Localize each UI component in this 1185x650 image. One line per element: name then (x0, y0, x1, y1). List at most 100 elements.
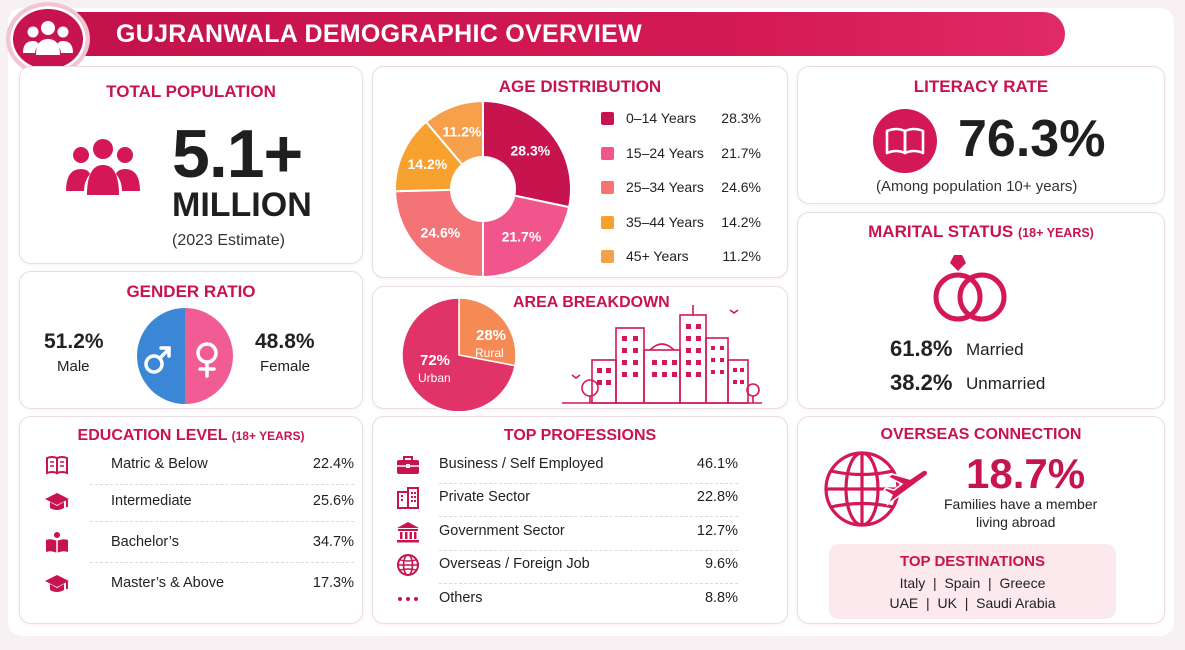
legend-label: 45+ Years (626, 248, 689, 264)
profession-row: Others 8.8% (395, 585, 738, 615)
legend-swatch (601, 181, 614, 194)
legend-swatch (601, 215, 614, 229)
age-slice-label: 21.7% (502, 228, 542, 244)
legend-value: 21.7% (721, 144, 761, 161)
legend-label: 35–44 Years (626, 213, 704, 230)
population-note: (2023 Estimate) (172, 232, 285, 249)
profession-value: 46.1% (696, 456, 738, 472)
urban-slice (401, 297, 516, 411)
destinations-line1: Italy | Spain | Greece (899, 575, 1046, 591)
rural-slice (458, 297, 517, 367)
top-destinations-box: TOP DESTINATIONS Italy | Spain | Greece … (829, 544, 1116, 619)
book-icon (873, 109, 937, 173)
gender-split-icon (137, 308, 233, 404)
profession-row: Government Sector 12.7% (395, 518, 738, 548)
row-divider (90, 521, 354, 522)
top-destinations-title: TOP DESTINATIONS (899, 553, 1046, 570)
age-distribution-title: AGE DISTRIBUTION (498, 77, 662, 96)
dots-icon (395, 587, 421, 611)
marital-status-card: MARITAL STATUS (18+ YEARS) 61.8% Married… (797, 212, 1165, 409)
education-value: 22.4% (312, 456, 354, 472)
city-skyline-icon (562, 305, 762, 404)
overseas-note-line2: living abroad (976, 514, 1056, 530)
female-value: 48.8% (255, 330, 315, 353)
education-row: Matric & Below 22.4% (44, 451, 354, 481)
age-slice-label: 24.6% (421, 225, 461, 241)
row-divider (90, 484, 354, 485)
rural-label: Rural (475, 346, 504, 360)
female-symbol-icon (196, 342, 218, 378)
profession-row: Overseas / Foreign Job 9.6% (395, 551, 738, 581)
profession-value: 8.8% (704, 590, 738, 606)
row-divider (439, 550, 738, 551)
education-label: Matric & Below (111, 456, 208, 472)
office-building-icon (395, 486, 421, 510)
legend-label: 25–34 Years (626, 179, 704, 195)
graduation-cap-icon (44, 572, 70, 596)
age-pie-chart: 28.3% 21.7% 24.6% 14.2% 11.2% (394, 99, 572, 279)
donut-hole (450, 156, 516, 222)
row-divider (439, 583, 738, 584)
education-row: Bachelor’s 34.7% (44, 529, 354, 559)
education-label: Master’s & Above (111, 575, 225, 591)
unmarried-value: 38.2% (890, 370, 953, 395)
total-population-title: TOTAL POPULATION (106, 82, 276, 101)
header-bar (40, 12, 1065, 56)
area-breakdown-title: AREA BREAKDOWN (513, 294, 670, 311)
profession-value: 22.8% (696, 489, 738, 505)
row-divider (90, 562, 354, 563)
male-symbol-icon (144, 346, 171, 374)
briefcase-icon (395, 453, 421, 477)
urban-label: Urban (418, 371, 451, 385)
row-divider (439, 516, 738, 517)
education-value: 17.3% (312, 575, 354, 591)
profession-value: 9.6% (704, 556, 738, 572)
age-slice-label: 11.2% (443, 124, 482, 140)
people-group-icon (66, 139, 140, 195)
education-label: Bachelor’s (111, 534, 179, 550)
married-label: Married (966, 340, 1024, 359)
profession-label: Overseas / Foreign Job (439, 556, 590, 572)
gender-ratio-title: GENDER RATIO (126, 282, 256, 301)
total-population-card: TOTAL POPULATION 5.1+ MILLION (2023 Esti… (19, 66, 363, 264)
age-legend-item: 45+ Years 11.2% (601, 246, 761, 268)
legend-value: 28.3% (721, 110, 761, 126)
top-professions-card: TOP PROFESSIONS Business / Self Employed… (372, 416, 788, 624)
profession-row: Private Sector 22.8% (395, 484, 738, 514)
unmarried-label: Unmarried (966, 374, 1046, 393)
female-half (185, 308, 233, 404)
row-divider (439, 483, 738, 484)
female-label: Female (260, 358, 311, 375)
people-group-icon (6, 2, 90, 76)
overseas-value: 18.7% (966, 450, 1086, 497)
legend-swatch (601, 250, 614, 263)
legend-label: 15–24 Years (626, 144, 704, 161)
gender-ratio-card: GENDER RATIO 51.2% Male 48.8% Female (19, 271, 363, 409)
legend-value: 14.2% (721, 213, 761, 230)
page-title: GUJRANWALA DEMOGRAPHIC OVERVIEW (116, 20, 642, 48)
profession-label: Business / Self Employed (439, 456, 604, 472)
profession-row: Business / Self Employed 46.1% (395, 451, 738, 481)
literacy-value: 76.3% (958, 110, 1106, 168)
legend-label: 0–14 Years (626, 110, 697, 126)
age-legend-item: 35–44 Years 14.2% (601, 212, 761, 234)
graduation-cap-icon (44, 490, 70, 514)
legend-value: 24.6% (721, 179, 761, 195)
age-legend-item: 0–14 Years 28.3% (601, 108, 761, 130)
age-legend-item: 15–24 Years 21.7% (601, 143, 761, 165)
male-label: Male (57, 358, 90, 375)
legend-swatch (601, 146, 614, 160)
literacy-rate-card: LITERACY RATE 76.3% (Among population 10… (797, 66, 1165, 204)
book-icon (44, 453, 70, 477)
government-building-icon (395, 520, 421, 544)
education-value: 34.7% (312, 534, 354, 550)
urban-value: 72% (420, 352, 451, 369)
male-value: 51.2% (44, 330, 104, 353)
population-value: 5.1+ (172, 116, 303, 192)
rural-value: 28% (476, 327, 507, 344)
education-title: EDUCATION LEVEL (18+ YEARS) (77, 427, 305, 444)
area-pie-chart (401, 297, 517, 411)
profession-label: Government Sector (439, 523, 565, 539)
globe-icon (395, 553, 421, 577)
marital-status-title: MARITAL STATUS (18+ YEARS) (868, 222, 1094, 241)
